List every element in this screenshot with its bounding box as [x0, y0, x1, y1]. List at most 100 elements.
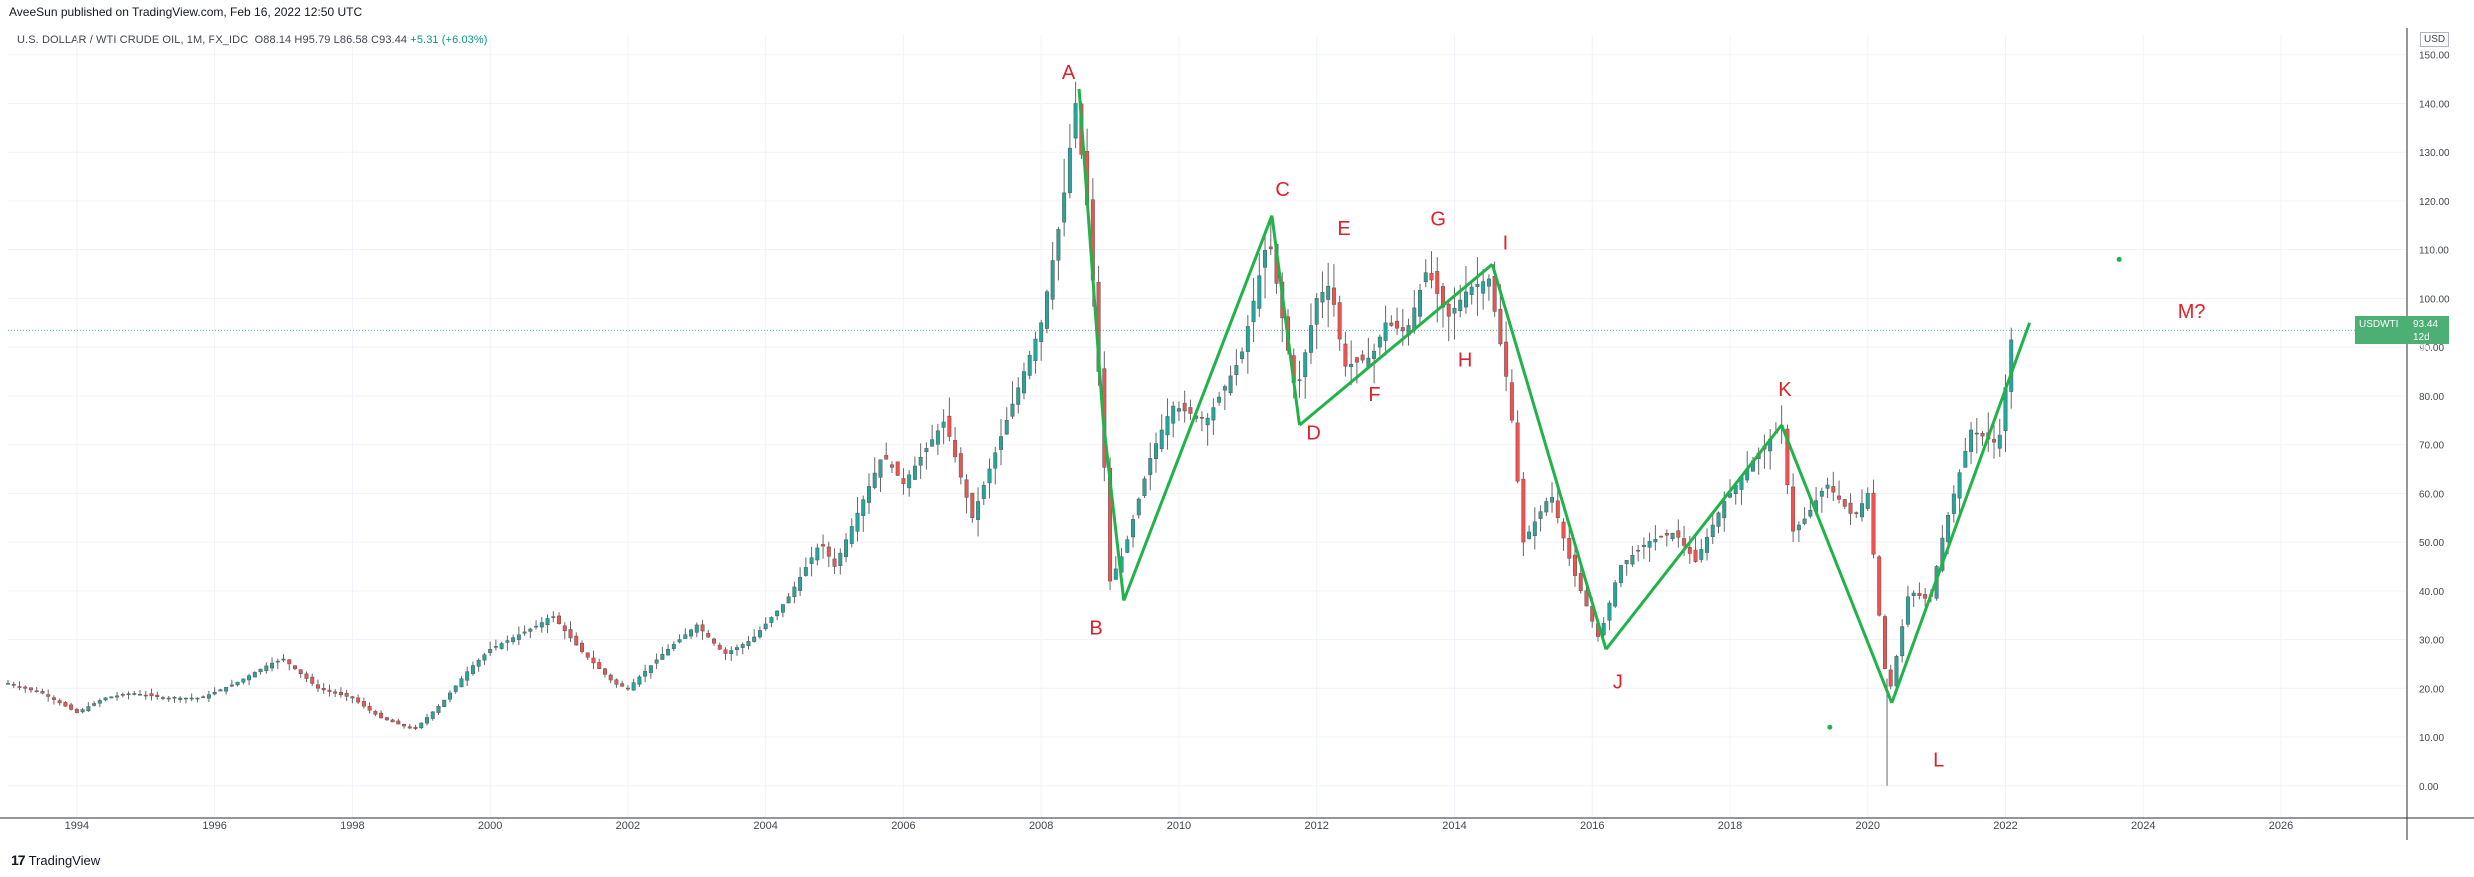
candle-body — [516, 634, 521, 640]
candle-body — [1056, 229, 1061, 261]
candle-body — [252, 672, 257, 678]
candle-body — [1584, 590, 1589, 607]
candle-body — [930, 439, 935, 447]
candle-body — [924, 448, 929, 453]
wave-label: M? — [2178, 301, 2206, 323]
price-tag-countdown: 12d 10h — [2413, 332, 2430, 354]
candle-body — [1659, 535, 1664, 538]
marker-dot — [2116, 256, 2122, 262]
candle-body — [1481, 281, 1486, 294]
currency-label[interactable]: USD — [2420, 32, 2450, 47]
candle-body — [264, 665, 269, 672]
candle-body — [729, 650, 734, 655]
candle-body — [511, 637, 516, 643]
candle-body — [229, 684, 234, 687]
marker-dot — [1827, 724, 1833, 730]
candle-body — [660, 653, 665, 660]
candle-body — [1067, 147, 1072, 194]
candle-body — [1992, 439, 1996, 443]
candle-body — [126, 693, 131, 696]
candle-body — [1561, 521, 1566, 539]
wave-lines — [1077, 88, 2122, 730]
candle-body — [1894, 656, 1899, 687]
tradingview-logo[interactable]: 17 TradingView — [11, 852, 100, 868]
last-price-tag: USDWTI 93.44 12d 10h — [2355, 316, 2449, 354]
candle-body — [1555, 500, 1560, 518]
candle-body — [350, 696, 355, 699]
candle-body — [861, 499, 866, 516]
ohlc-values: O88.14 H95.79 L86.58 C93.44 — [254, 34, 408, 46]
candle-body — [505, 640, 510, 643]
candle-body — [976, 501, 981, 520]
candle-body — [1831, 486, 1836, 493]
candle-body — [907, 474, 912, 489]
candle-body — [258, 668, 263, 673]
wave-labels: A B C D E F G H I J K L M? — [1062, 62, 2206, 771]
y-tick-label: 10.00 — [2419, 733, 2444, 744]
candle-body — [436, 706, 441, 713]
candle-body — [1882, 616, 1887, 670]
candle-body — [310, 676, 315, 684]
candle-body — [298, 669, 303, 674]
candle-body — [1636, 549, 1641, 552]
candle-body — [568, 629, 573, 639]
candle-body — [1532, 521, 1537, 536]
candle-body — [419, 722, 424, 729]
wave-label: B — [1089, 618, 1102, 640]
y-tick-label: 120.00 — [2419, 197, 2450, 208]
candle-body — [844, 539, 849, 557]
candle-body — [740, 644, 745, 648]
candle-body — [683, 634, 688, 639]
x-tick-label: 2008 — [1029, 820, 1053, 832]
candle-body — [155, 694, 160, 697]
candle-body — [1578, 573, 1583, 592]
symbol-description[interactable]: U.S. DOLLAR / WTI CRUDE OIL, 1M, FX_IDC — [17, 34, 249, 46]
candle-body — [201, 696, 206, 699]
candle-body — [1647, 541, 1652, 548]
candle-body — [1113, 568, 1118, 580]
candle-body — [218, 689, 223, 692]
candle-body — [1521, 478, 1526, 543]
candle-body — [166, 697, 171, 700]
candle-body — [1705, 536, 1709, 553]
candle-body — [1326, 285, 1331, 300]
candle-body — [884, 455, 889, 460]
candle-body — [448, 692, 452, 700]
candle-body — [1004, 420, 1009, 435]
wave-label: I — [1503, 233, 1509, 255]
candle-body — [1498, 308, 1503, 345]
candle-body — [315, 684, 320, 689]
candle-body — [1664, 533, 1669, 536]
candle-body — [92, 703, 97, 706]
wave-label: D — [1306, 423, 1320, 445]
candle-body — [453, 685, 458, 692]
candle-body — [712, 638, 716, 644]
x-tick-label: 2010 — [1167, 820, 1191, 832]
candle-body — [442, 699, 447, 708]
candle-body — [1923, 594, 1928, 599]
candle-body — [69, 704, 74, 710]
x-tick-label: 2016 — [1580, 820, 1604, 832]
y-tick-label: 80.00 — [2419, 392, 2444, 403]
x-tick-label: 2012 — [1304, 820, 1328, 832]
candle-body — [935, 430, 940, 445]
candle-body — [459, 678, 464, 688]
candle-body — [522, 631, 527, 634]
candle-body — [1297, 379, 1302, 381]
candle-body — [545, 618, 550, 626]
candle-body — [115, 695, 120, 698]
candle-body — [872, 472, 877, 488]
candle-body — [499, 643, 504, 649]
candle-body — [407, 726, 412, 729]
candle-body — [178, 697, 183, 700]
candle-body — [1785, 428, 1790, 485]
candle-body — [528, 628, 533, 632]
candle-body — [1446, 303, 1451, 317]
candle-body — [1257, 275, 1262, 309]
x-tick-label: 1998 — [340, 820, 364, 832]
candle-body — [361, 701, 366, 707]
y-tick-label: 40.00 — [2419, 587, 2444, 598]
candle-body — [1699, 549, 1704, 560]
candle-body — [1601, 623, 1606, 636]
